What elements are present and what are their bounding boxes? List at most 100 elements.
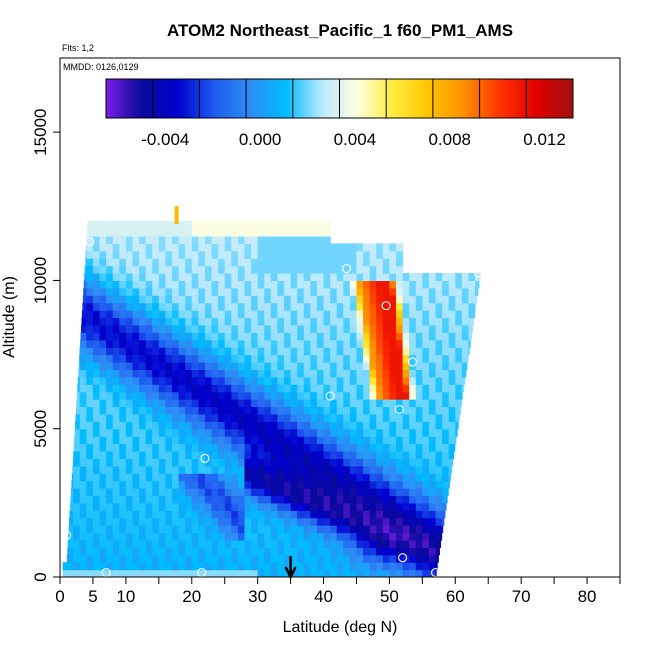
heatmap-cell	[442, 406, 450, 415]
heatmap-cell	[297, 495, 305, 504]
heatmap-cell	[343, 443, 351, 452]
heatmap-cell	[172, 547, 180, 556]
heatmap-cell	[270, 376, 279, 385]
heatmap-cell	[428, 436, 437, 445]
heatmap-cell	[224, 250, 232, 259]
heatmap-cell	[204, 562, 213, 571]
heatmap-cell	[86, 287, 94, 296]
heatmap-cell	[237, 273, 246, 282]
heatmap-cell	[297, 354, 305, 363]
heatmap-cell	[152, 280, 160, 289]
heatmap-cell	[369, 280, 377, 289]
heatmap-cell	[376, 428, 384, 437]
heatmap-cell	[99, 443, 107, 452]
heatmap-cell	[363, 347, 371, 356]
heatmap-cell	[218, 554, 226, 563]
heatmap-cell	[409, 406, 417, 415]
heatmap-cell	[356, 480, 364, 489]
heatmap-cell	[448, 280, 456, 289]
heatmap-cell	[237, 547, 246, 556]
heatmap-cell	[73, 547, 81, 556]
heatmap-cell	[356, 250, 364, 259]
heatmap-cell	[211, 510, 219, 519]
heatmap-cell	[145, 243, 153, 252]
heatmap-cell	[422, 443, 430, 452]
heatmap-cell	[310, 450, 318, 459]
heatmap-cell	[237, 324, 246, 333]
heatmap-cell	[237, 384, 246, 393]
heatmap-cell	[415, 332, 423, 341]
heatmap-cell	[244, 517, 252, 526]
heatmap-cell	[158, 436, 167, 445]
heatmap-cell	[99, 436, 107, 445]
heatmap-cell	[330, 339, 338, 348]
heatmap-cell	[284, 339, 292, 348]
heatmap-cell	[290, 250, 298, 259]
heatmap-cell	[330, 510, 338, 519]
heatmap-cell	[86, 413, 94, 422]
heatmap-cell	[297, 532, 305, 541]
heatmap-cell	[422, 399, 430, 408]
heatmap-cell	[290, 502, 298, 511]
heatmap-cell	[264, 310, 272, 319]
heatmap-cell	[303, 243, 311, 252]
heatmap-cell	[303, 361, 311, 370]
heatmap-cell	[303, 391, 311, 400]
heatmap-cell	[73, 539, 81, 548]
heatmap-cell	[442, 436, 450, 445]
heatmap-cell	[316, 250, 325, 259]
heatmap-cell	[422, 436, 430, 445]
heatmap-cell	[310, 517, 318, 526]
heatmap-cell	[376, 280, 384, 289]
heatmap-cell	[106, 488, 114, 497]
heatmap-cell	[349, 310, 358, 319]
heatmap-cell	[310, 361, 318, 370]
heatmap-cell	[284, 480, 292, 489]
heatmap-cell	[79, 406, 87, 415]
heatmap-cell	[396, 361, 404, 370]
heatmap-cell	[442, 391, 450, 400]
heatmap-cell	[191, 547, 199, 556]
heatmap-cell	[112, 324, 120, 333]
heatmap-cell	[415, 317, 423, 326]
heatmap-cell	[211, 317, 219, 326]
heatmap-cell	[468, 273, 476, 282]
heatmap-cell	[231, 310, 239, 319]
heatmap-cell	[119, 547, 127, 556]
heatmap-cell	[402, 436, 410, 445]
heatmap-cell	[158, 399, 167, 408]
heatmap-cell	[461, 369, 467, 378]
heatmap-cell	[264, 480, 272, 489]
heatmap-cell	[349, 458, 358, 467]
heatmap-cell	[99, 280, 107, 289]
heatmap-cell	[231, 458, 239, 467]
heatmap-cell	[409, 495, 417, 504]
heatmap-cell	[158, 361, 167, 370]
heatmap-cell	[257, 273, 265, 282]
heatmap-cell	[297, 458, 305, 467]
heatmap-cell	[125, 458, 134, 467]
heatmap-cell	[389, 525, 397, 534]
x-tick-label: 20	[182, 587, 201, 606]
heatmap-cell	[139, 480, 147, 489]
heatmap-cell	[468, 324, 473, 333]
heatmap-cell	[185, 310, 193, 319]
heatmap-cell	[132, 354, 140, 363]
heatmap-cell	[99, 458, 107, 467]
heatmap-cell	[284, 295, 292, 304]
heatmap-cell	[237, 295, 246, 304]
heatmap-cell	[336, 391, 344, 400]
heatmap-cell	[139, 347, 147, 356]
heatmap-cell	[204, 235, 213, 244]
heatmap-cell	[211, 399, 219, 408]
heatmap-cell	[290, 436, 298, 445]
heatmap-cell	[396, 532, 404, 541]
heatmap-cell	[119, 339, 127, 348]
heatmap-cell	[165, 221, 173, 230]
heatmap-cell	[231, 273, 239, 282]
heatmap-cell	[119, 480, 127, 489]
heatmap-cell	[119, 302, 127, 311]
heatmap-cell	[442, 428, 450, 437]
heatmap-cell	[363, 525, 371, 534]
heatmap-cell	[86, 465, 94, 474]
